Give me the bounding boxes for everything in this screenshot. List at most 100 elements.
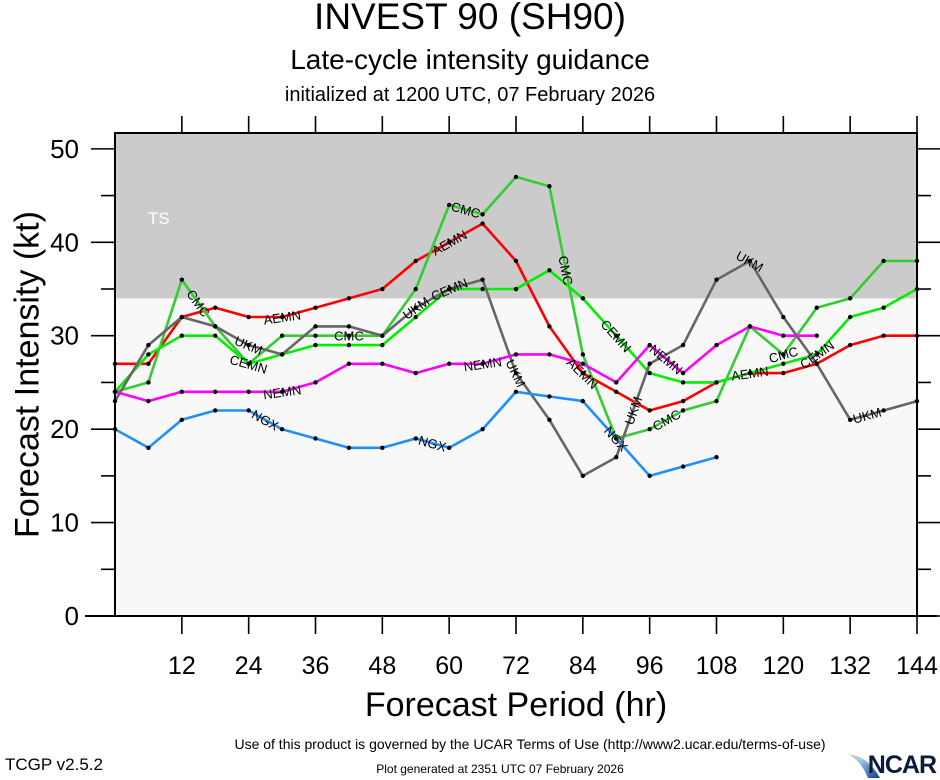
x-tick-label: 132 [829, 652, 871, 680]
data-point-aemn [847, 342, 853, 348]
data-point-aemn [580, 370, 586, 376]
series-label-text: CMC [555, 254, 575, 286]
data-point-cemn [246, 361, 251, 366]
data-point-ukm [614, 454, 619, 460]
data-point-ukm [313, 324, 318, 329]
plot-generated-time: Plot generated at 2351 UTC 07 February 2… [376, 762, 624, 776]
data-point-ngx [279, 426, 285, 432]
x-tick-label: 48 [368, 652, 396, 680]
data-point-nemn [313, 380, 318, 385]
data-point-cmc [513, 174, 519, 180]
data-point-ukm [680, 342, 686, 348]
data-point-nemn [146, 398, 151, 404]
data-point-aemn [614, 389, 619, 394]
data-point-cemn [680, 380, 686, 385]
data-point-cemn [480, 286, 485, 292]
data-point-ukm [513, 370, 519, 376]
data-point-cemn [146, 352, 151, 357]
x-tick-label: 144 [896, 652, 938, 680]
data-point-ngx [446, 445, 452, 451]
data-point-cmc [680, 408, 686, 413]
data-point-aemn [146, 361, 151, 366]
y-tick-label: 0 [65, 601, 79, 631]
data-point-aemn [313, 305, 318, 310]
data-point-ngx [179, 417, 185, 423]
data-point-cemn [781, 361, 786, 366]
data-point-aemn [279, 314, 285, 320]
data-point-cmc [881, 258, 886, 264]
data-point-nemn [346, 361, 352, 366]
data-point-cmc [547, 184, 552, 189]
data-point-ukm [246, 342, 251, 348]
data-point-cemn [580, 296, 586, 301]
chart-subtitle: Late-cycle intensity guidance [290, 44, 650, 75]
series-label-aemn: AEMN [730, 364, 769, 384]
data-point-ngx [380, 445, 385, 451]
data-point-ukm [881, 408, 886, 413]
data-point-aemn [881, 333, 886, 338]
series-label-nemn: NEMN [463, 354, 503, 374]
data-point-cmc [580, 352, 586, 357]
data-point-aemn [513, 258, 519, 264]
data-point-nemn [614, 380, 619, 385]
data-point-cemn [213, 333, 218, 338]
data-point-nemn [580, 361, 586, 366]
x-tick-label: 72 [502, 652, 530, 680]
series-label-ukm: UKM [851, 404, 883, 426]
data-point-cemn [714, 380, 719, 385]
data-point-ukm [814, 361, 819, 366]
data-point-cemn [747, 370, 753, 376]
x-tick-label: 120 [762, 652, 804, 680]
band-ts [115, 133, 917, 299]
data-point-ngx [513, 389, 519, 394]
data-point-ukm [346, 324, 352, 329]
data-point-nemn [246, 389, 251, 394]
terms-of-use-notice: Use of this product is governed by the U… [234, 736, 826, 752]
data-point-cemn [881, 305, 886, 310]
data-point-ukm [714, 277, 719, 282]
data-point-ukm [213, 324, 218, 329]
data-point-cemn [179, 333, 185, 338]
series-label-text: AEMN [263, 307, 302, 327]
data-point-aemn [547, 324, 552, 329]
data-point-ngx [313, 436, 318, 441]
x-axis-label: Forecast Period (hr) [364, 686, 668, 724]
series-label-text: NGX [417, 433, 448, 455]
data-point-nemn [380, 361, 385, 366]
data-point-nemn [781, 333, 786, 338]
data-point-aemn [480, 221, 485, 226]
data-point-cmc [346, 333, 352, 338]
data-point-cmc [413, 286, 418, 292]
series-label-text: NEMN [262, 382, 302, 402]
data-point-ukm [146, 342, 151, 348]
data-point-cmc [279, 333, 285, 338]
data-point-nemn [480, 361, 485, 366]
chart-title: INVEST 90 (SH90) [314, 0, 626, 37]
data-point-nemn [747, 324, 753, 329]
data-point-ngx [346, 445, 352, 451]
data-point-ngx [547, 394, 552, 399]
data-point-cemn [513, 286, 519, 292]
data-point-ngx [714, 454, 719, 460]
data-point-nemn [714, 342, 719, 348]
data-point-cmc [781, 352, 786, 357]
series-line-nemn [114, 325, 817, 403]
data-point-cemn [614, 333, 619, 338]
data-point-aemn [380, 286, 385, 292]
y-tick-label: 40 [50, 227, 79, 257]
data-point-nemn [179, 389, 185, 394]
series-label-aemn: AEMN [263, 307, 302, 327]
data-point-ngx [480, 426, 485, 432]
data-point-aemn [680, 398, 686, 404]
data-point-aemn [246, 314, 251, 320]
data-point-ukm [847, 417, 853, 423]
x-tick-label: 108 [696, 652, 738, 680]
data-point-cemn [847, 314, 853, 320]
series-label-text: CMC [334, 329, 364, 344]
data-point-cemn [413, 314, 418, 320]
y-axis-label: Forecast Intensity (kt) [8, 211, 47, 538]
series-label-ngx: NGX [417, 433, 448, 455]
data-point-cemn [346, 342, 352, 348]
data-point-ngx [614, 436, 619, 441]
data-point-ukm [580, 473, 586, 479]
